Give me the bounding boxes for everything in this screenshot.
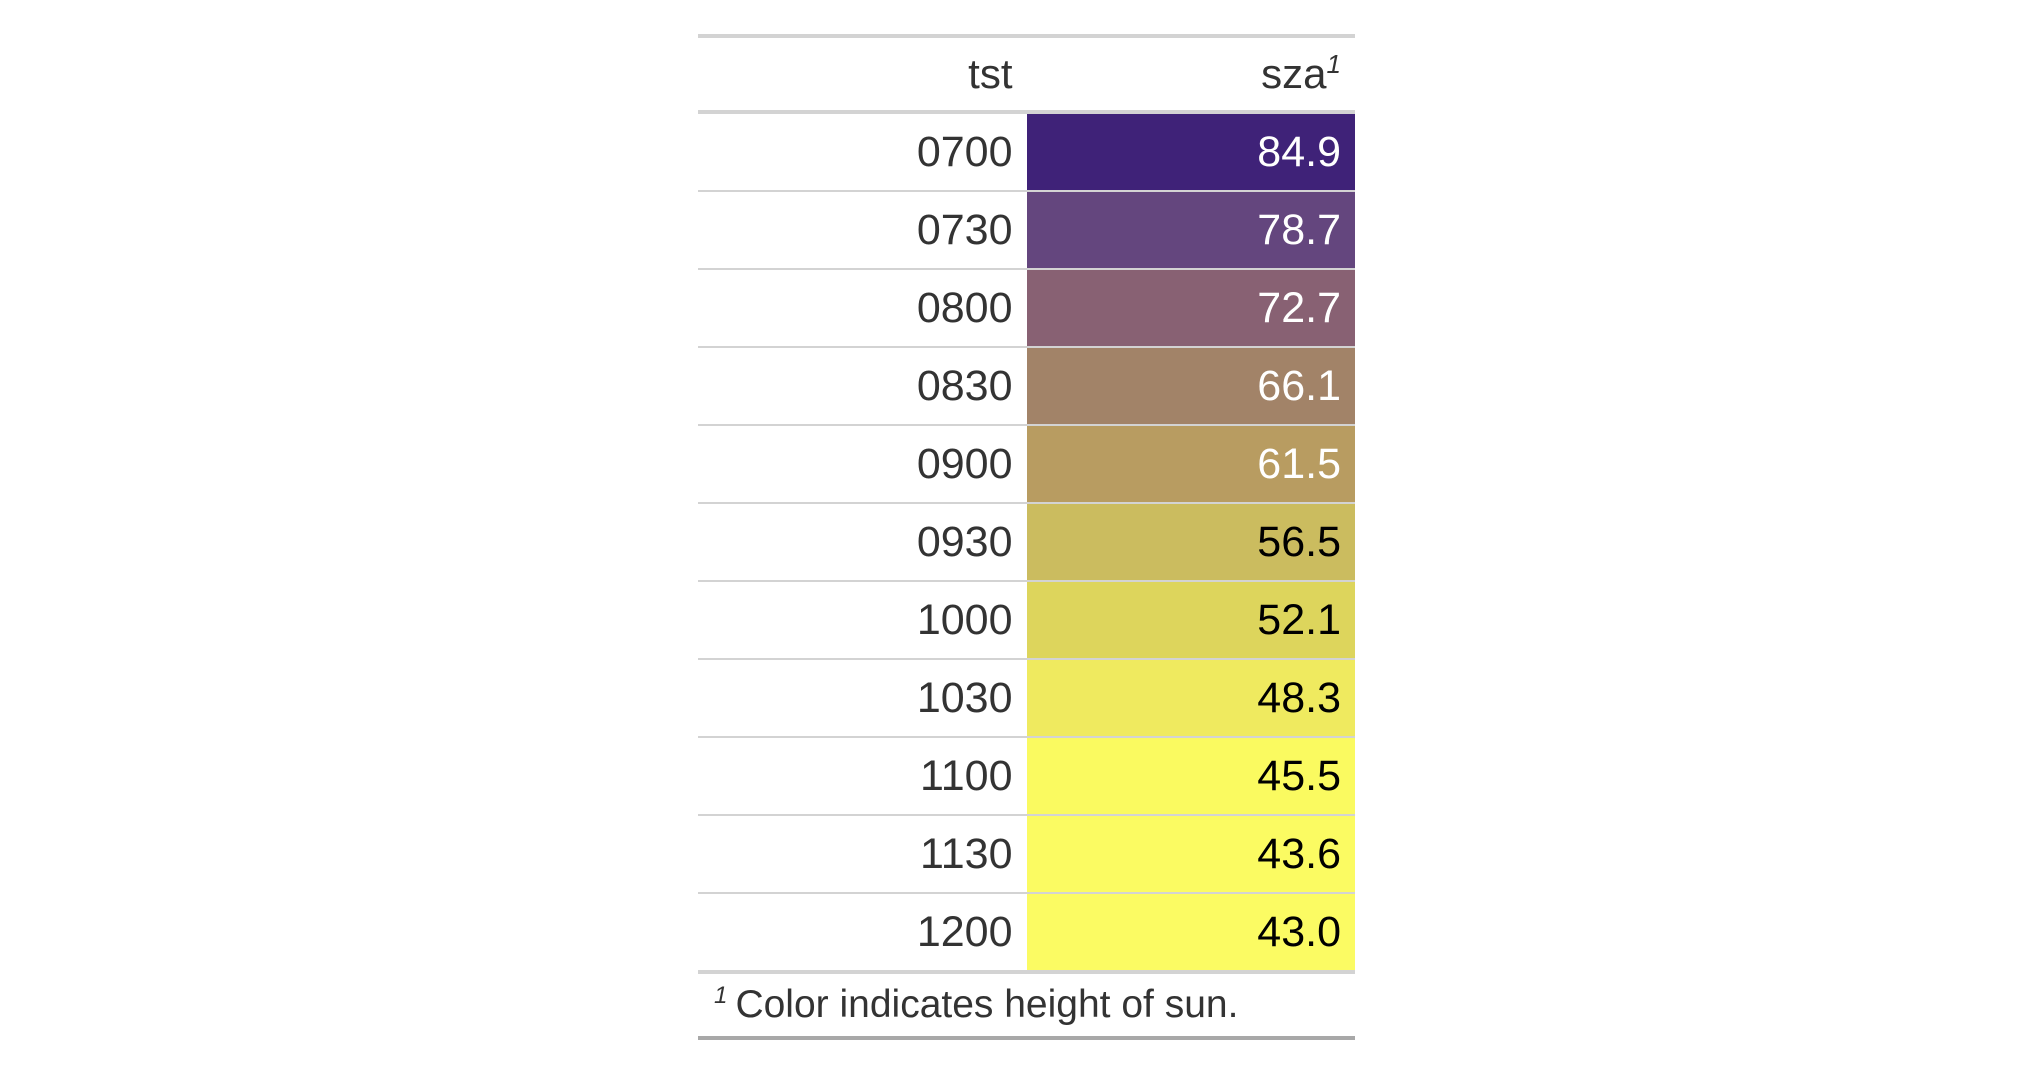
sza-cell: 66.1 (1026, 346, 1355, 425)
col-header-sza: sza1 (1026, 36, 1355, 114)
tst-cell: 1200 (698, 892, 1027, 972)
sza-cell: 61.5 (1026, 424, 1355, 503)
col-header-sza-label: sza (1261, 50, 1327, 97)
footnote-mark-footer: 1 (714, 982, 728, 1009)
sza-cell: 43.0 (1026, 892, 1355, 972)
tst-cell: 0700 (698, 112, 1027, 191)
footnote-text: Color indicates height of sun. (735, 983, 1239, 1026)
footnote-row: 1 Color indicates height of sun. (698, 970, 1355, 1038)
tst-cell: 1130 (698, 814, 1027, 893)
table-header: tst sza1 (698, 36, 1355, 114)
table-row: 1130 43.6 (698, 814, 1355, 893)
sza-cell: 45.5 (1026, 736, 1355, 815)
table-row: 0930 56.5 (698, 502, 1355, 581)
sza-cell: 72.7 (1026, 268, 1355, 347)
table-footnote: 1 Color indicates height of sun. (698, 970, 1355, 1038)
table-body: 0700 84.9 0730 78.7 0800 72.7 0830 66.1 0900 61.5… (698, 112, 1355, 972)
col-header-tst-label: tst (968, 50, 1013, 97)
tst-cell: 0900 (698, 424, 1027, 503)
col-header-tst: tst (698, 36, 1027, 114)
table-row: 1000 52.1 (698, 580, 1355, 659)
sza-table: tst sza1 0700 84.9 0730 78.7 0800 72.7 0830 66.… (698, 34, 1355, 1040)
table-row: 1100 45.5 (698, 736, 1355, 815)
table-row: 0700 84.9 (698, 112, 1355, 191)
table-footer: 1 Color indicates height of sun. (698, 970, 1355, 1038)
sza-cell: 43.6 (1026, 814, 1355, 893)
sza-cell: 48.3 (1026, 658, 1355, 737)
sza-cell: 84.9 (1026, 112, 1355, 191)
table-row: 1200 43.0 (698, 892, 1355, 972)
tst-cell: 1000 (698, 580, 1027, 659)
header-row: tst sza1 (698, 36, 1355, 114)
sza-cell: 52.1 (1026, 580, 1355, 659)
table-row: 0900 61.5 (698, 424, 1355, 503)
table-row: 0800 72.7 (698, 268, 1355, 347)
tst-cell: 0730 (698, 190, 1027, 269)
tst-cell: 0930 (698, 502, 1027, 581)
tst-cell: 0800 (698, 268, 1027, 347)
sza-cell: 56.5 (1026, 502, 1355, 581)
table-row: 0730 78.7 (698, 190, 1355, 269)
tst-cell: 1100 (698, 736, 1027, 815)
table-row: 1030 48.3 (698, 658, 1355, 737)
tst-cell: 1030 (698, 658, 1027, 737)
tst-cell: 0830 (698, 346, 1027, 425)
table-row: 0830 66.1 (698, 346, 1355, 425)
sza-cell: 78.7 (1026, 190, 1355, 269)
footnote-mark-header: 1 (1326, 49, 1341, 79)
